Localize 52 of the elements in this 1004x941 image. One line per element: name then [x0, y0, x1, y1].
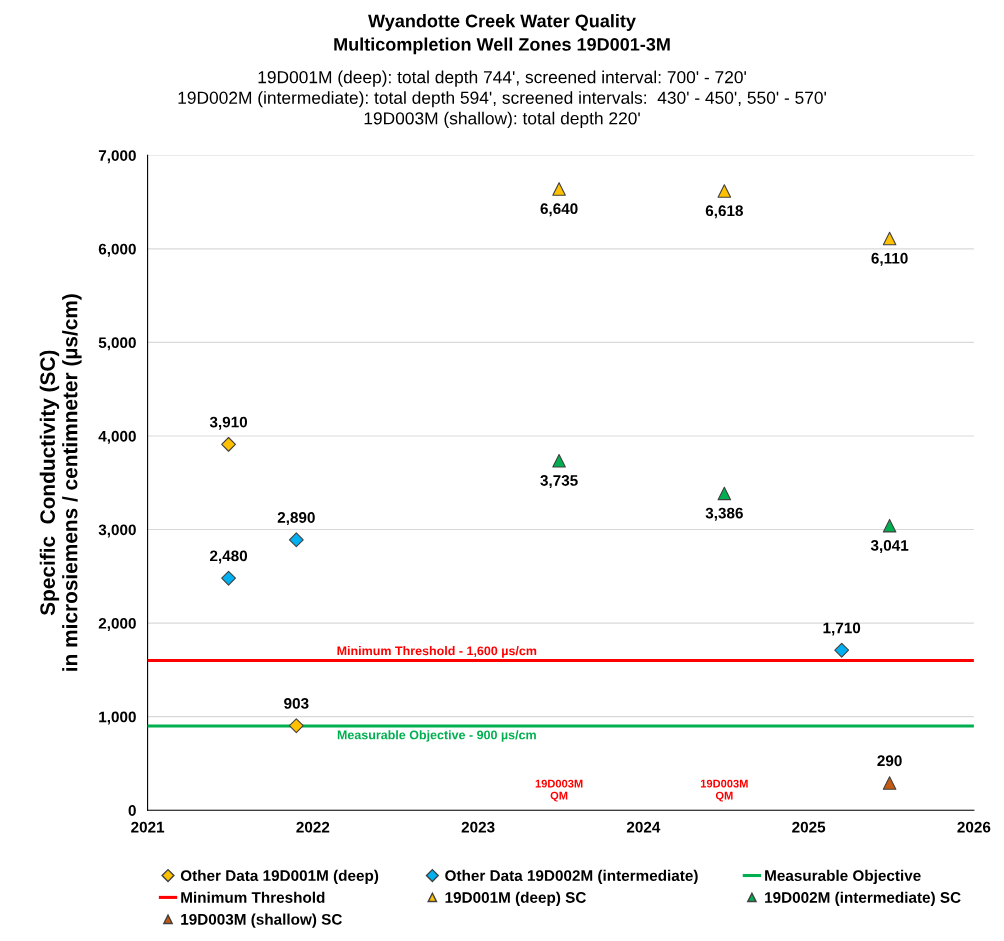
- y-axis-title: Specific Conductivity (SC) in microsiemens / centimneter (µs/cm): [39, 294, 82, 671]
- annotation: 19D003M QM: [535, 779, 583, 802]
- data-label: 2,480: [209, 550, 248, 564]
- chart-subtitle: 19D001M (deep): total depth 744', screened interval: 700' - 720' 19D002M (intermediate): total depth 594', screened intervals: 430' - 450', 550' - 570' 19D003M (shallow): total depth 220': [178, 70, 826, 128]
- x-tick-label: 2025: [792, 821, 826, 833]
- point: [882, 231, 897, 246]
- annotation: Minimum Threshold - 1,600 µs/cm: [337, 646, 537, 658]
- legend-label: 19D002M (intermediate) SC: [765, 891, 961, 906]
- point: [717, 184, 732, 198]
- data-label: 290: [877, 755, 902, 767]
- legend-label: Other Data 19D002M (intermediate): [445, 869, 698, 885]
- y-tick-label: 0: [128, 805, 136, 816]
- point: [834, 642, 850, 658]
- point: [221, 436, 236, 452]
- x-tick-label: 2021: [131, 821, 165, 833]
- point: [882, 776, 897, 790]
- y-tick-label: 1,000: [99, 711, 136, 725]
- point: [882, 518, 897, 533]
- y-tick-label: 3,000: [98, 524, 136, 538]
- point: [717, 486, 732, 501]
- data-label: 6,110: [871, 252, 908, 266]
- data-label: 1,710: [823, 622, 861, 636]
- point: [221, 570, 236, 586]
- point: [288, 718, 304, 734]
- legend-label: 19D001M (deep) SC: [445, 891, 586, 906]
- y-tick-label: 4,000: [98, 430, 136, 444]
- y-tick-label: 2,000: [98, 617, 136, 631]
- point: [552, 453, 566, 468]
- data-label: 903: [284, 697, 309, 709]
- data-label: 3,386: [705, 507, 743, 521]
- data-label: 2,890: [277, 512, 315, 526]
- x-tick-label: 2023: [461, 821, 495, 833]
- x-tick-label: 2026: [957, 821, 991, 833]
- x-tick-label: 2022: [296, 821, 330, 833]
- point: [552, 182, 566, 196]
- y-tick-label: 5,000: [98, 337, 136, 351]
- x-tick-label: 2024: [626, 821, 661, 833]
- legend-label: 19D003M (shallow) SC: [181, 913, 342, 928]
- legend-label: Other Data 19D001M (deep): [180, 869, 379, 885]
- data-label: 6,618: [705, 205, 743, 219]
- y-tick-label: 6,000: [98, 243, 136, 257]
- annotation: 19D003M QM: [700, 779, 748, 802]
- data-label: 3,910: [209, 416, 248, 430]
- chart-title: Wyandotte Creek Water Quality Multicompletion Well Zones 19D001-3M: [334, 14, 670, 55]
- data-label: 6,640: [540, 203, 578, 217]
- data-label: 3,041: [870, 539, 909, 553]
- legend-label: Minimum Threshold: [181, 891, 325, 903]
- annotation: Measurable Objective - 900 µs/cm: [337, 730, 536, 742]
- data-label: 3,735: [540, 475, 578, 489]
- y-tick-label: 7,000: [98, 150, 136, 164]
- point: [288, 532, 304, 548]
- legend-label: Measurable Objective: [765, 869, 921, 885]
